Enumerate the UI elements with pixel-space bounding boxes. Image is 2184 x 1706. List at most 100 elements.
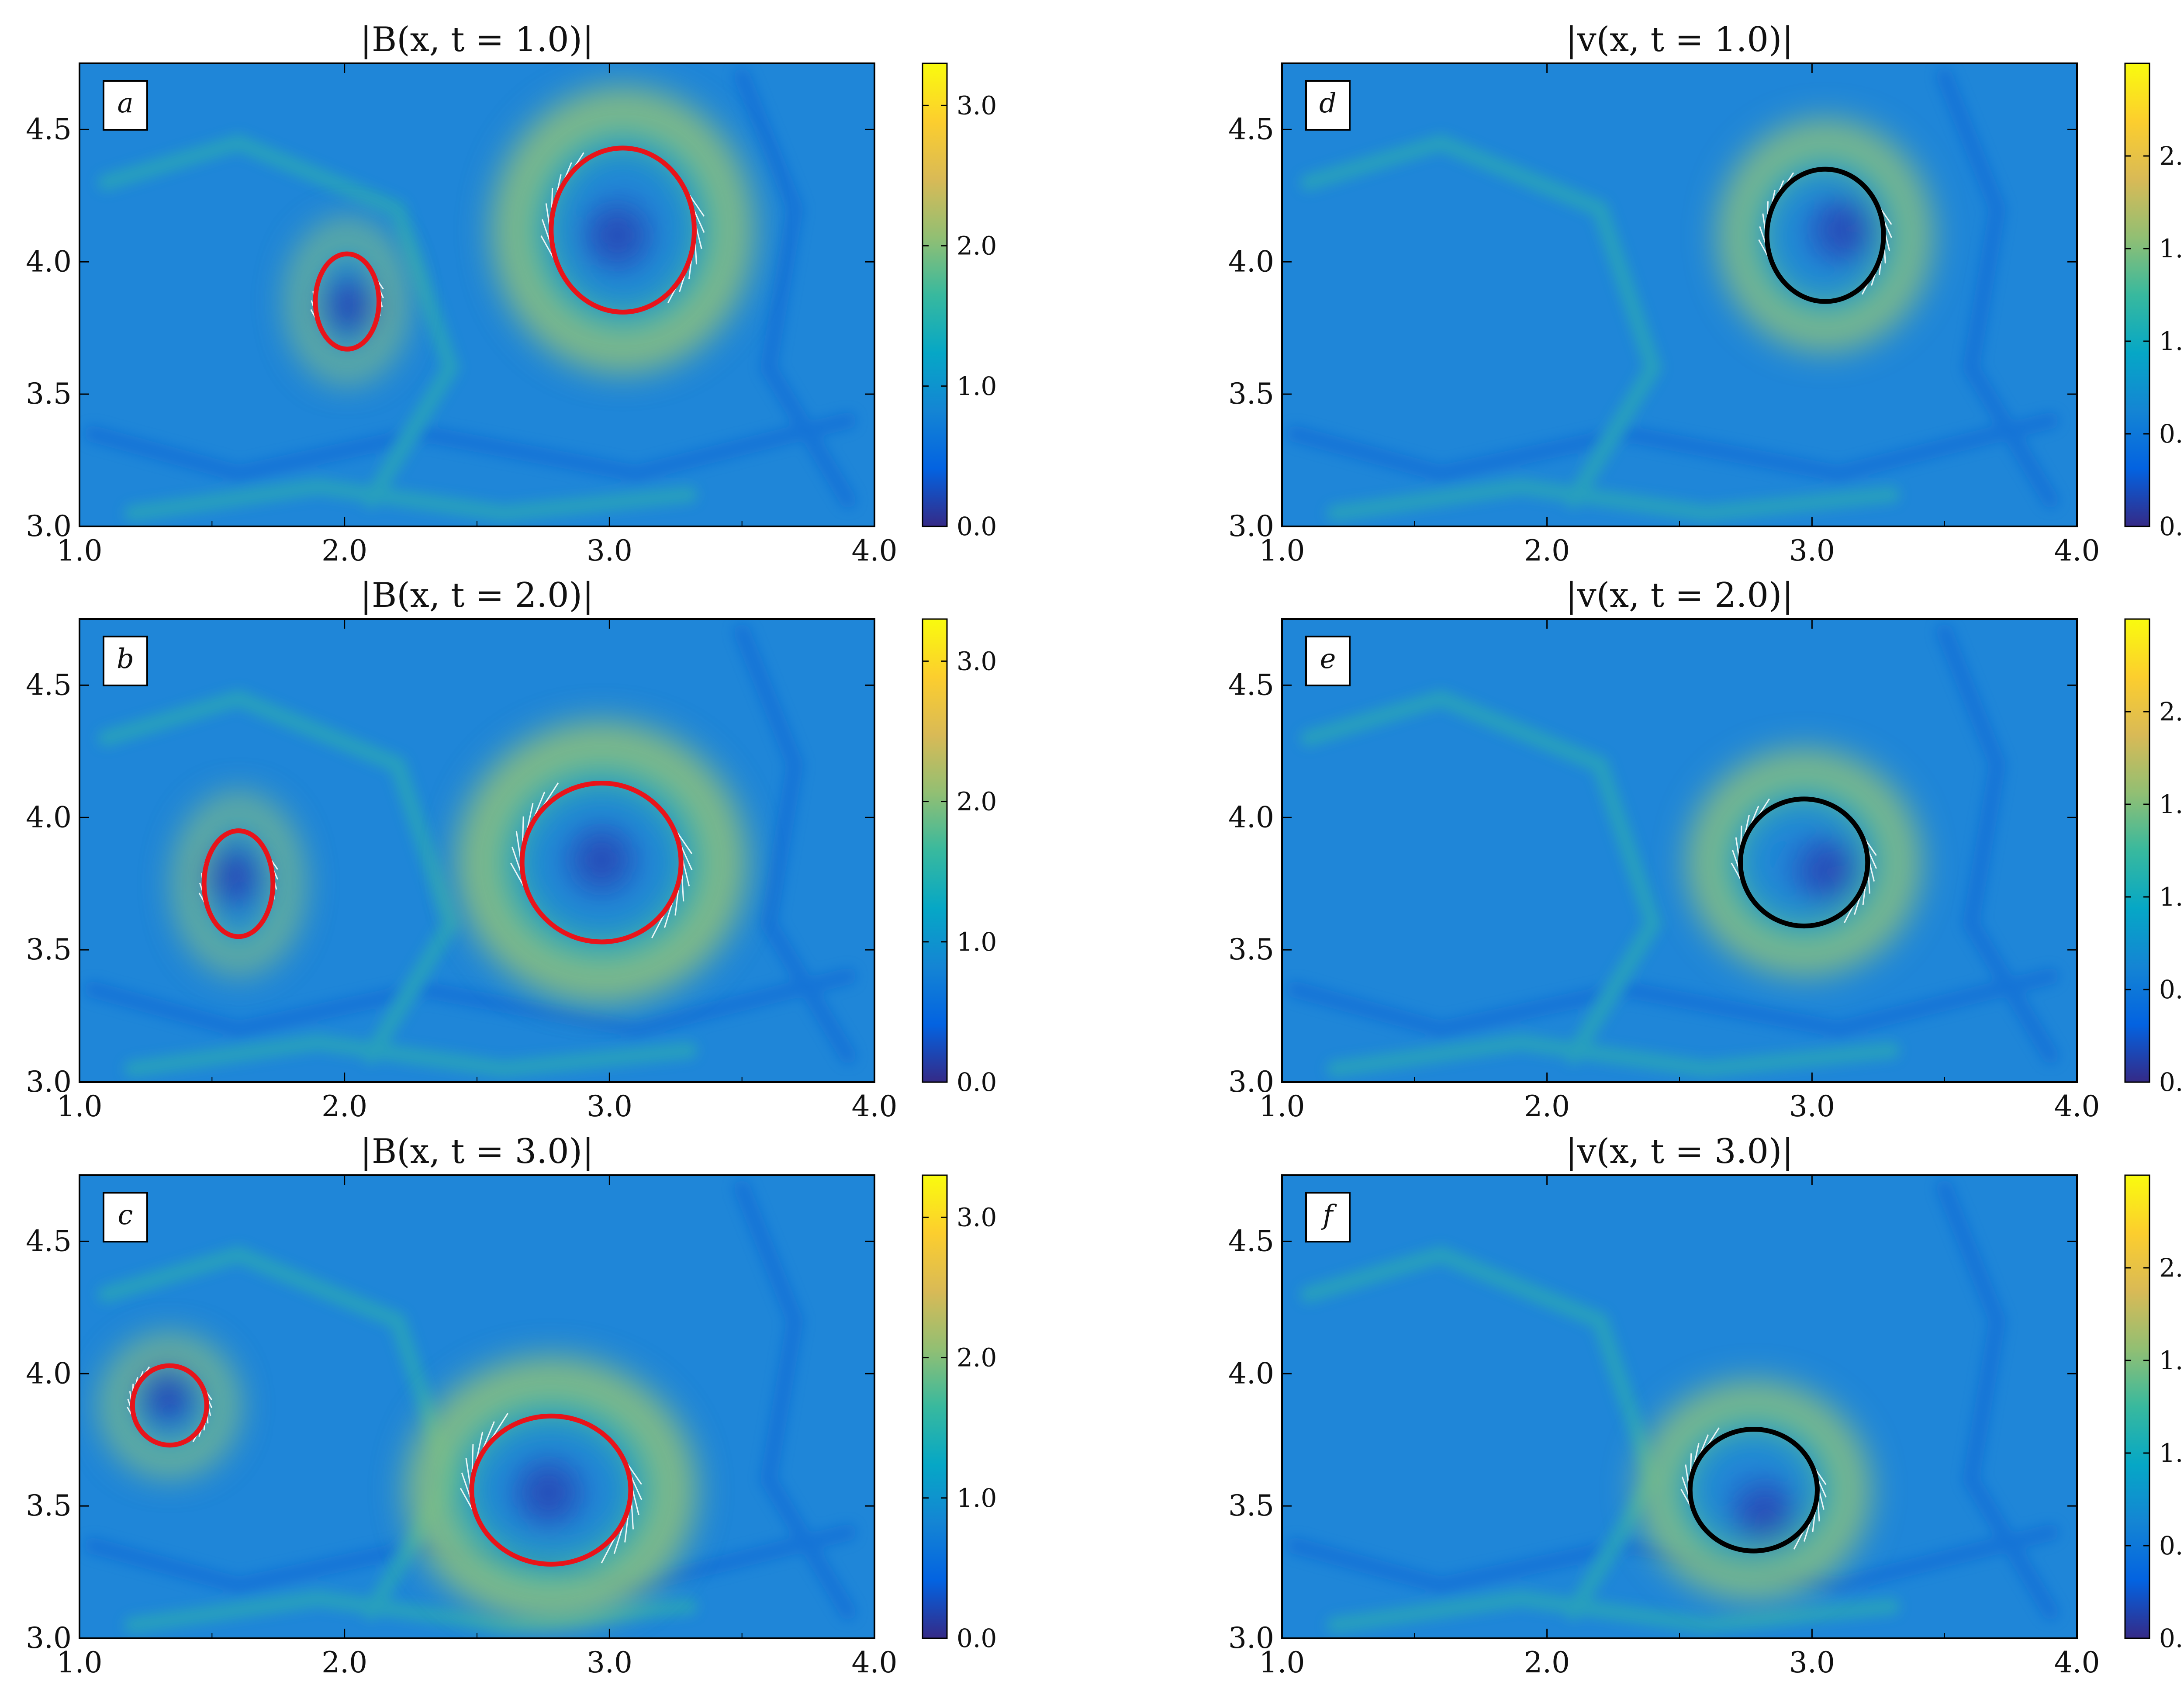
vortex-ring-inner: [1720, 781, 1889, 944]
vortex-ring: [1638, 1381, 1870, 1599]
y-tick-label: 4.0: [26, 245, 72, 278]
texture-streak: [97, 689, 460, 1064]
vortex-ring-inner: [1669, 1412, 1838, 1568]
colorbar: 0.0 1.0 2.0 3.0: [922, 1174, 997, 1653]
vortex-ring: [406, 1357, 697, 1623]
vortex-ring: [176, 795, 301, 973]
vortex-core: [319, 276, 380, 338]
texture-streak: [1327, 1590, 1900, 1633]
colorbar-gradient: [922, 1174, 948, 1639]
y-tick-label: 4.0: [1228, 1356, 1274, 1390]
contour-loop: [469, 1413, 633, 1567]
texture-streak: [733, 624, 857, 1064]
colorbar-tick-label: 1.0: [2159, 1438, 2184, 1468]
vortex-glow: [1719, 120, 1932, 351]
colorbar-tick-label: 1.5: [2159, 1346, 2184, 1375]
vortex-ring: [1719, 120, 1932, 351]
texture-streak: [97, 134, 460, 509]
x-tick-label: 2.0: [321, 534, 367, 568]
x-tick-label: 2.0: [321, 1646, 367, 1679]
texture-streak: [124, 478, 698, 522]
colorbar-gradient: [2124, 62, 2150, 527]
panel-letter: b: [117, 643, 134, 675]
texture-streak: [733, 68, 857, 509]
panel-title: |B(x, t = 1.0)|: [360, 20, 594, 59]
y-tick-label: 3.5: [26, 377, 72, 411]
vortex-ring: [102, 1336, 238, 1475]
y-tick-label: 4.5: [1228, 112, 1274, 146]
x-tick-label: 4.0: [852, 1090, 898, 1123]
texture-streak: [1287, 968, 2059, 1038]
panel-letter-box: [1305, 80, 1351, 131]
colorbar-gradient: [922, 618, 948, 1083]
colorbar: 0.0 1.0 2.0 3.0: [922, 62, 997, 541]
x-tick-label: 3.0: [1789, 534, 1835, 568]
panel-title: |B(x, t = 2.0)|: [360, 576, 594, 615]
vortex-ring-inner: [305, 243, 390, 360]
y-tick-label: 3.0: [26, 1621, 72, 1655]
contour-loop: [1738, 796, 1870, 929]
x-tick-label: 3.0: [587, 1646, 632, 1679]
x-tick-label: 3.0: [1789, 1646, 1835, 1679]
y-tick-label: 4.0: [1228, 800, 1274, 834]
panel-letter-box: [103, 1192, 148, 1242]
vortex-core: [1734, 1483, 1795, 1545]
texture-streak: [124, 1034, 698, 1077]
colorbar: 0.0 0.5 1.0 1.5 2.0: [2124, 1174, 2184, 1653]
panel-a: 1.0 2.0 3.0 4.0 3.0 3.5 4.0 4.5 |B(x, t = 1.0)| a…: [26, 20, 997, 568]
x-tick-label: 1.0: [57, 1646, 103, 1679]
x-tick-label: 3.0: [587, 534, 632, 568]
x-tick-label: 2.0: [1524, 534, 1570, 568]
x-tick-label: 1.0: [1259, 534, 1305, 568]
texture-streak: [1300, 689, 1662, 1064]
colorbar-tick-label: 2.0: [957, 787, 997, 817]
colorbar-gradient: [2124, 618, 2150, 1083]
y-tick-label: 4.5: [1228, 668, 1274, 702]
x-tick-label: 1.0: [1259, 1646, 1305, 1679]
panel-title: |v(x, t = 3.0)|: [1565, 1132, 1793, 1171]
vortex-glow: [176, 721, 747, 1004]
colorbar-tick-label: 2.0: [957, 231, 997, 261]
heatmap-field: [1282, 1175, 2077, 1638]
x-tick-label: 4.0: [2054, 1646, 2100, 1679]
vortex-ring: [1688, 750, 1920, 976]
vortex-ring: [289, 221, 405, 382]
vortex-ring: [456, 721, 747, 1004]
colorbar-tick-label: 0.0: [957, 1623, 997, 1653]
texture-streak: [1300, 134, 1662, 509]
x-tick-label: 1.0: [1259, 1090, 1305, 1123]
vortex-ring-inner: [496, 761, 707, 964]
colorbar: 0.0 0.5 1.0 1.5 2.0: [2124, 62, 2184, 541]
vortex-ring-inner: [446, 1395, 657, 1586]
colorbar-tick-label: 0.0: [957, 1067, 997, 1097]
panel-letter: e: [1320, 643, 1336, 675]
colorbar-tick-label: 0.5: [2159, 419, 2184, 449]
x-tick-label: 2.0: [1524, 1646, 1570, 1679]
y-tick-label: 4.0: [26, 1356, 72, 1390]
panel-letter-box: [1305, 636, 1351, 686]
contour-loop: [130, 1363, 209, 1448]
texture-streak: [733, 1180, 857, 1620]
colorbar-tick-label: 1.0: [2159, 326, 2184, 356]
heatmap-texture: [1287, 1180, 2059, 1633]
vortex-glow: [1638, 1381, 1870, 1599]
texture-streak: [1936, 624, 2059, 1064]
panel-b: 1.0 2.0 3.0 4.0 3.0 3.5 4.0 4.5 |B(x, t = 2.0)| b…: [26, 576, 997, 1123]
vortex-core: [1797, 840, 1859, 901]
texture-streak: [1327, 1034, 1900, 1077]
panel-title: |v(x, t = 2.0)|: [1565, 576, 1793, 615]
colorbar-tick-label: 1.0: [957, 927, 997, 957]
panel-letter-box: [103, 636, 148, 686]
colorbar: 0.0 0.5 1.0 1.5 2.0: [2124, 618, 2184, 1097]
y-tick-label: 3.0: [26, 1065, 72, 1099]
colorbar-tick-label: 1.5: [2159, 234, 2184, 263]
y-tick-label: 3.0: [1228, 509, 1274, 543]
contour-loop: [549, 145, 697, 315]
y-tick-label: 3.5: [1228, 1489, 1274, 1523]
colorbar-tick-label: 0.0: [2159, 512, 2184, 541]
y-tick-label: 3.5: [1228, 377, 1274, 411]
texture-streak: [1936, 1180, 2059, 1620]
colorbar: 0.0 1.0 2.0 3.0: [922, 618, 997, 1097]
colorbar-tick-label: 2.0: [2159, 141, 2184, 171]
